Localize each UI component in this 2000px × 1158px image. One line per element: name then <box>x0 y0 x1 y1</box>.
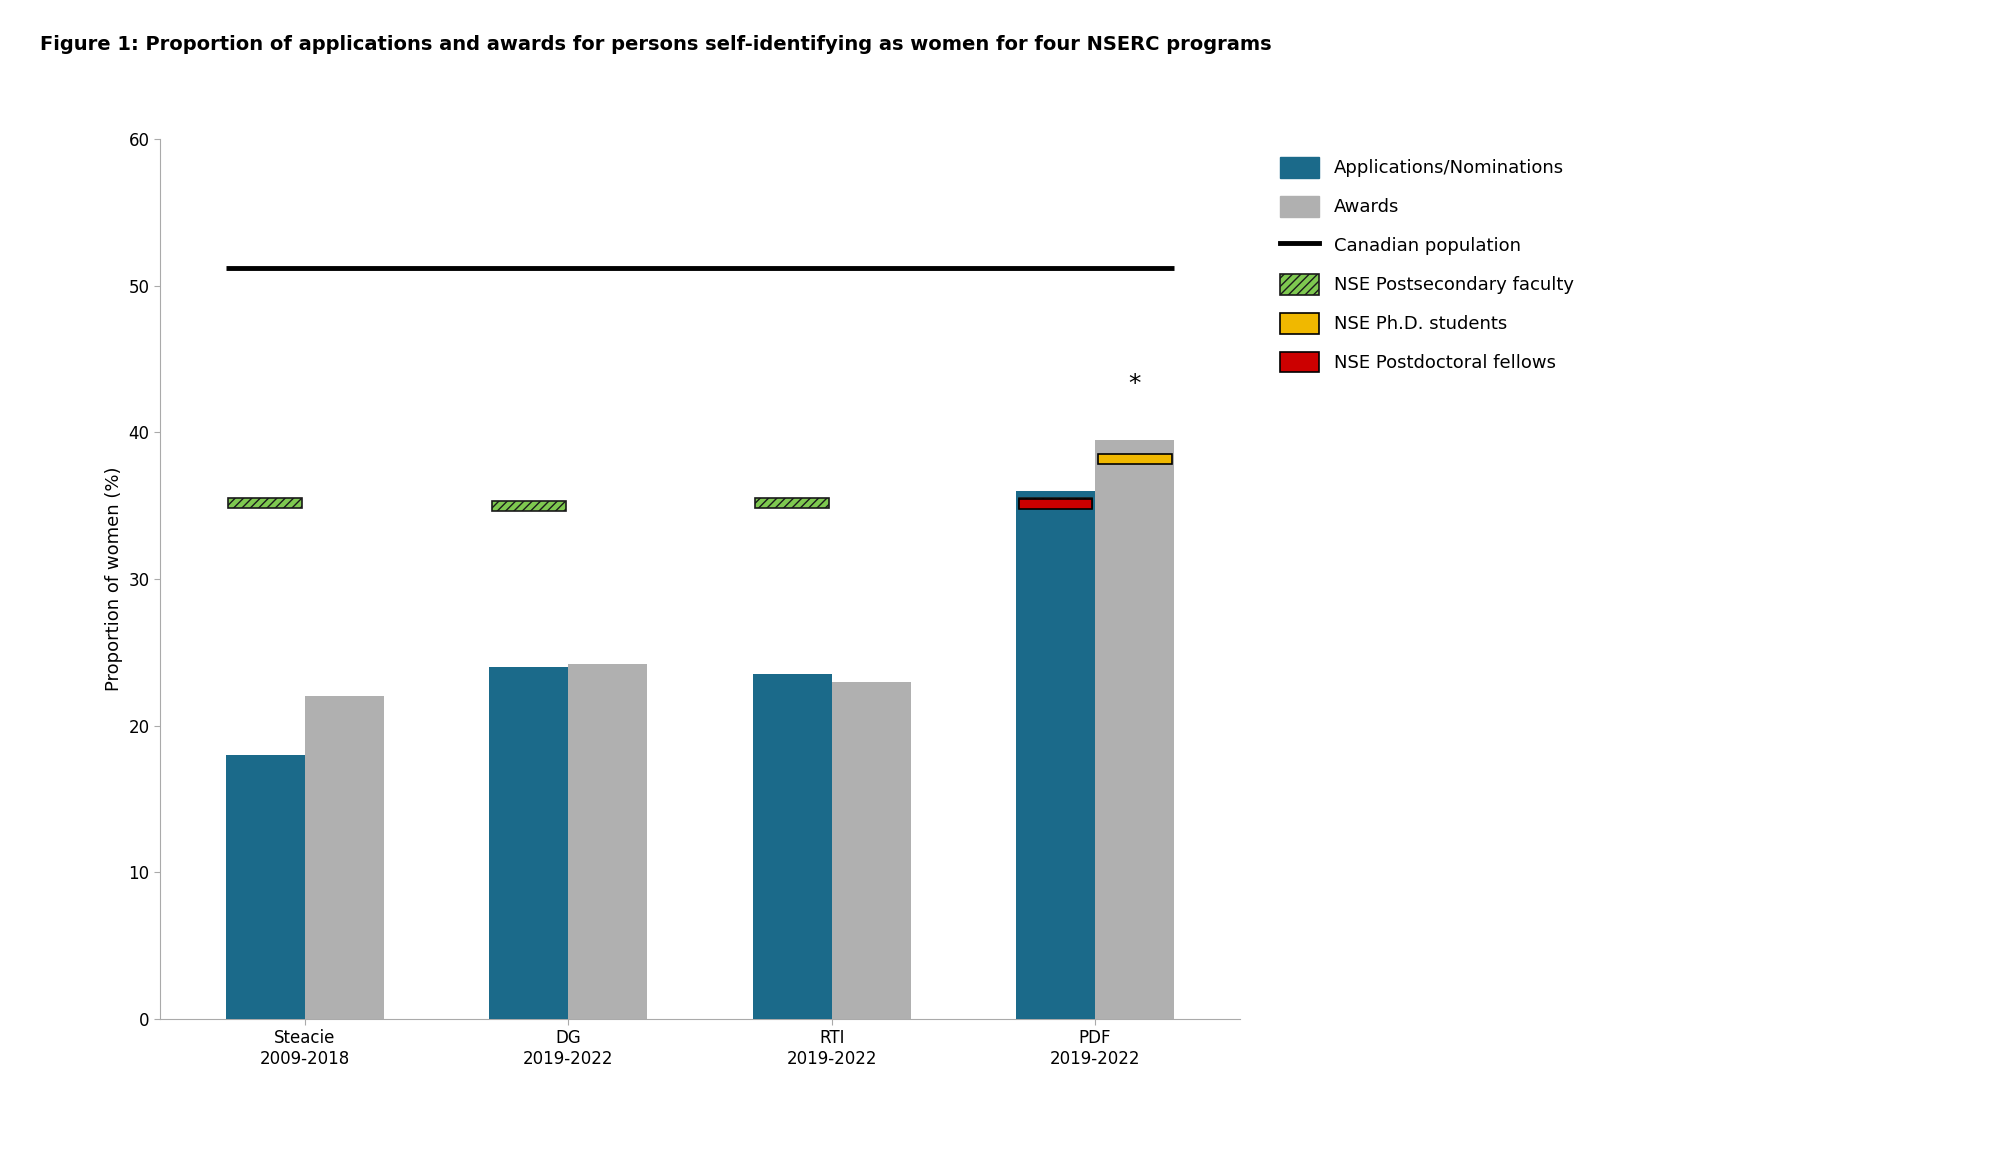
Bar <box>832 682 910 1019</box>
Bar <box>304 696 384 1019</box>
Legend: Applications/Nominations, Awards, Canadian population, NSE Postsecondary faculty: Applications/Nominations, Awards, Canadi… <box>1270 148 1582 381</box>
Text: Figure 1: Proportion of applications and awards for persons self-identifying as : Figure 1: Proportion of applications and… <box>40 35 1272 53</box>
Text: *: * <box>1128 372 1140 396</box>
Bar <box>756 498 830 508</box>
Bar <box>1018 498 1092 508</box>
Bar <box>752 674 832 1019</box>
Bar <box>1016 491 1096 1019</box>
Bar <box>1098 454 1172 464</box>
Bar <box>568 664 648 1019</box>
Bar <box>490 667 568 1019</box>
Y-axis label: Proportion of women (%): Proportion of women (%) <box>104 467 122 691</box>
Bar <box>492 500 566 511</box>
Bar <box>228 498 302 508</box>
Bar <box>1096 440 1174 1019</box>
Bar <box>1018 499 1092 510</box>
Bar <box>226 755 304 1019</box>
